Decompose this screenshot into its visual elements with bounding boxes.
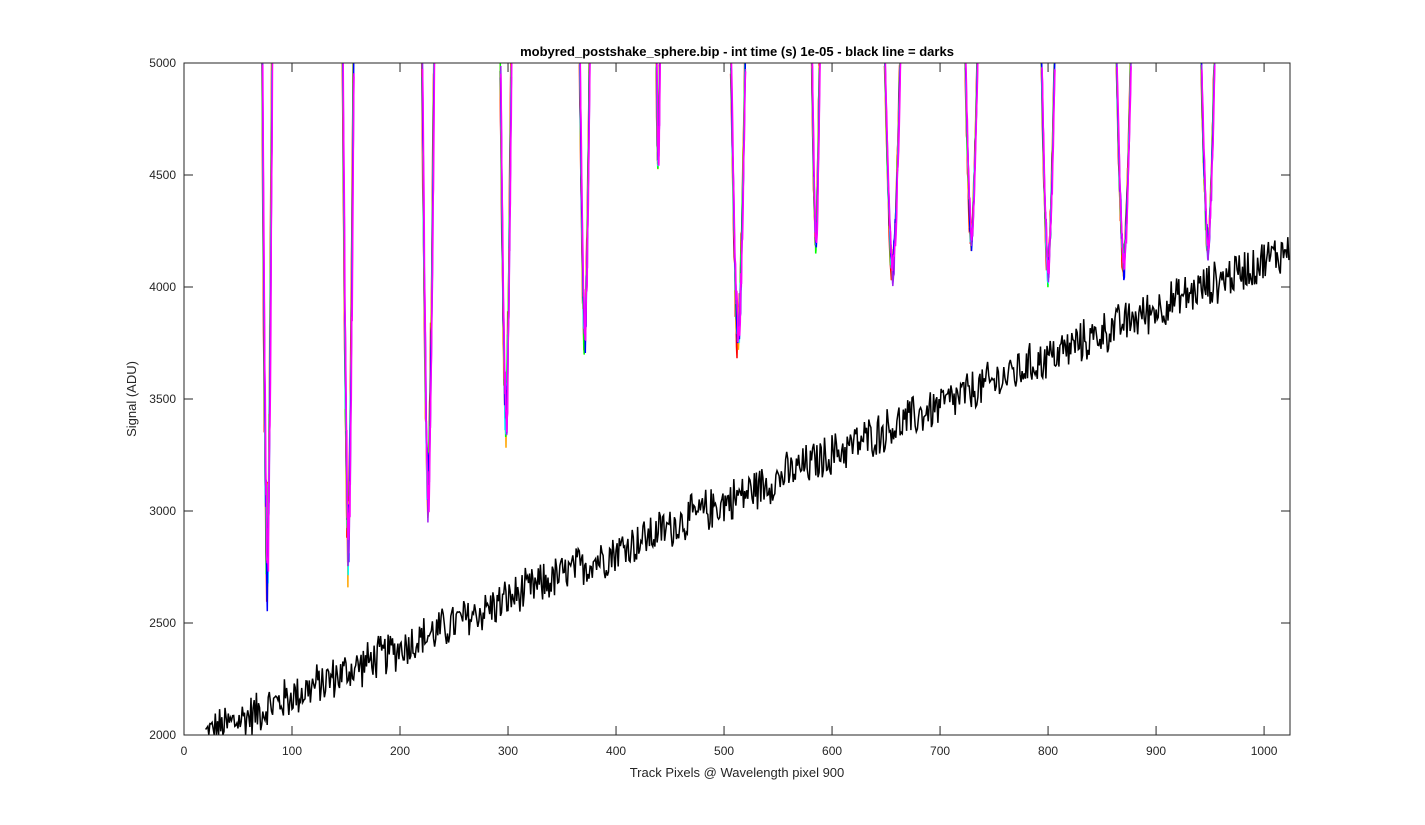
frame-dip-line bbox=[500, 62, 513, 432]
x-tick-label: 400 bbox=[606, 744, 626, 758]
frame-lines-group bbox=[261, 62, 1216, 612]
y-axis-ticks: 2000 2500 3000 3500 4000 4500 5000 bbox=[149, 56, 1290, 742]
frame-dip-line bbox=[656, 62, 661, 166]
chart-title: mobyred_postshake_sphere.bip - int time … bbox=[520, 44, 954, 59]
frame-dip-line bbox=[1041, 67, 1056, 274]
frame-dip-line bbox=[579, 62, 591, 342]
y-tick-label: 5000 bbox=[149, 56, 176, 70]
frame-dip-line bbox=[262, 62, 274, 572]
darks-line-group bbox=[204, 237, 1291, 736]
x-tick-label: 800 bbox=[1038, 744, 1058, 758]
x-tick-label: 200 bbox=[390, 744, 410, 758]
plot-background bbox=[184, 63, 1290, 735]
y-tick-label: 4000 bbox=[149, 280, 176, 294]
darks-line bbox=[204, 237, 1291, 736]
x-tick-label: 100 bbox=[282, 744, 302, 758]
x-tick-label: 1000 bbox=[1251, 744, 1278, 758]
y-tick-label: 3000 bbox=[149, 504, 176, 518]
frame-dip-line bbox=[965, 62, 979, 241]
frame-dip-line bbox=[1116, 66, 1132, 270]
frame-dip-line bbox=[421, 62, 436, 513]
x-tick-label: 900 bbox=[1146, 744, 1166, 758]
x-tick-label: 300 bbox=[498, 744, 518, 758]
x-tick-label: 700 bbox=[930, 744, 950, 758]
frame-dip-line bbox=[730, 62, 747, 343]
frame-dip-line bbox=[1201, 65, 1216, 251]
x-tick-label: 500 bbox=[714, 744, 734, 758]
frame-dip-line bbox=[342, 62, 355, 540]
y-tick-label: 2000 bbox=[149, 728, 176, 742]
y-axis-label: Signal (ADU) bbox=[124, 361, 139, 437]
y-tick-label: 4500 bbox=[149, 168, 176, 182]
frame-dip-line bbox=[811, 62, 821, 243]
y-tick-label: 3500 bbox=[149, 392, 176, 406]
x-axis-ticks: 0 100 200 300 400 500 600 700 800 900 1000 bbox=[181, 63, 1278, 758]
x-axis-label: Track Pixels @ Wavelength pixel 900 bbox=[630, 765, 845, 780]
y-tick-label: 2500 bbox=[149, 616, 176, 630]
frame-dip-line bbox=[884, 62, 902, 272]
x-tick-label: 600 bbox=[822, 744, 842, 758]
x-tick-label: 0 bbox=[181, 744, 188, 758]
